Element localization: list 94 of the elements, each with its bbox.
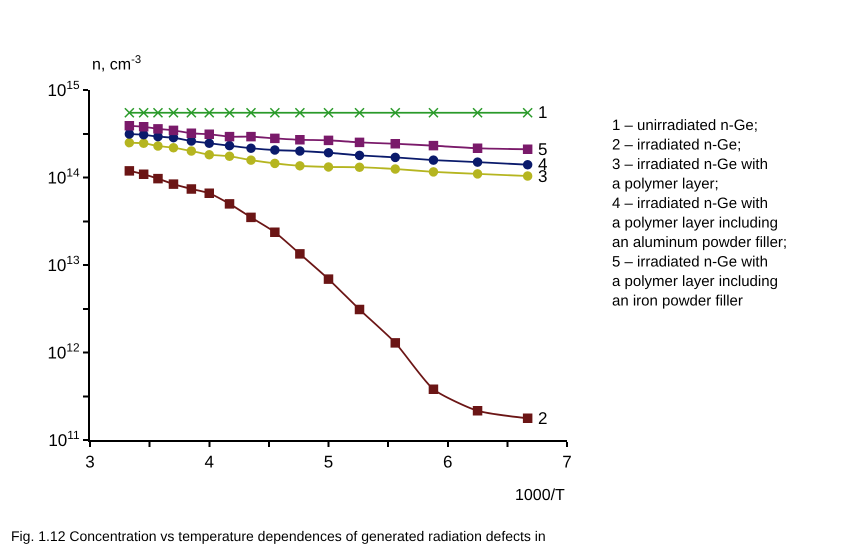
point xyxy=(270,134,280,144)
point xyxy=(224,132,234,142)
point xyxy=(354,304,364,314)
point xyxy=(354,107,365,118)
point xyxy=(428,384,438,394)
point xyxy=(295,146,305,156)
point xyxy=(522,144,532,154)
point xyxy=(354,138,364,148)
point xyxy=(295,135,305,145)
point xyxy=(270,107,280,118)
y-tick-label: 10$^{13}$ xyxy=(47,252,80,275)
point xyxy=(124,121,134,131)
point xyxy=(168,107,179,118)
x-tick-label: 3 xyxy=(85,452,95,472)
point xyxy=(124,166,134,176)
x-tick-label: 5 xyxy=(324,452,334,472)
point xyxy=(168,179,178,189)
point xyxy=(428,140,438,150)
y-tick-label: 10$^{14}$ xyxy=(47,165,80,188)
point xyxy=(138,138,148,148)
point xyxy=(472,107,483,118)
point xyxy=(224,199,234,209)
point xyxy=(522,171,532,181)
point xyxy=(152,107,164,118)
point xyxy=(472,406,482,416)
point xyxy=(186,128,196,138)
point xyxy=(204,107,214,118)
point xyxy=(138,169,148,179)
point xyxy=(324,148,334,158)
point xyxy=(204,130,214,140)
point xyxy=(323,107,334,118)
point xyxy=(138,107,149,118)
point xyxy=(354,162,364,172)
point xyxy=(246,212,256,222)
caption: Fig. 1.12 Concentration vs temperature dependences of generated radiation defects in xyxy=(11,528,546,544)
point xyxy=(138,130,148,140)
point xyxy=(390,164,400,174)
point xyxy=(522,107,533,118)
point xyxy=(186,184,196,194)
point xyxy=(294,107,306,118)
point xyxy=(428,107,439,118)
point xyxy=(224,140,234,150)
point xyxy=(168,126,178,136)
point xyxy=(204,138,214,148)
point xyxy=(124,129,134,139)
series-label: 2 xyxy=(538,409,548,428)
point xyxy=(522,160,532,170)
text: 1 – unirradiated n-Ge; 2 – irradiated n-Ge; 3 – irradiated n-Ge with a polymer layer; 4 – irradiated n-Ge with a polymer layer including an aluminum powder filler; 5 – irradiated n-Ge with a polymer layer including an iron powder filler xyxy=(612,117,788,310)
series-label: 5 xyxy=(538,140,548,159)
point xyxy=(270,158,280,168)
y-tick-label: 10$^{11}$ xyxy=(48,428,80,450)
point xyxy=(390,338,400,348)
point xyxy=(246,132,256,142)
x-tick-label: 6 xyxy=(443,452,452,472)
point xyxy=(224,151,234,161)
point xyxy=(324,162,334,172)
point xyxy=(246,143,256,153)
x-axis-title: 1000/T xyxy=(515,487,566,504)
point xyxy=(168,142,178,152)
point xyxy=(354,150,364,160)
point xyxy=(124,107,135,118)
point xyxy=(246,155,256,165)
point xyxy=(246,107,256,118)
x-tick-label: 4 xyxy=(204,452,214,472)
point xyxy=(153,124,163,134)
point xyxy=(270,145,280,155)
point xyxy=(153,141,163,151)
point xyxy=(295,249,305,259)
point xyxy=(522,414,532,424)
point xyxy=(428,167,438,177)
point xyxy=(472,169,482,179)
point xyxy=(428,155,438,165)
point xyxy=(153,174,163,184)
point xyxy=(186,146,196,156)
point xyxy=(390,139,400,149)
point xyxy=(224,107,235,118)
y-tick-label: 10$^{15}$ xyxy=(47,78,80,100)
point xyxy=(324,136,334,146)
point xyxy=(390,107,401,118)
point xyxy=(472,143,482,153)
y-tick-label: 10$^{12}$ xyxy=(47,340,80,362)
point xyxy=(186,107,197,118)
point xyxy=(204,150,214,160)
point xyxy=(138,122,148,132)
point xyxy=(324,274,334,284)
point xyxy=(124,138,134,148)
x-tick-label: 7 xyxy=(562,452,572,472)
series-label: 1 xyxy=(538,103,548,122)
point xyxy=(204,188,214,198)
point xyxy=(390,152,400,162)
point xyxy=(295,161,305,171)
point xyxy=(270,227,280,237)
point xyxy=(472,157,482,167)
y-axis-title: n, cm$^{-3}$ xyxy=(92,54,142,74)
